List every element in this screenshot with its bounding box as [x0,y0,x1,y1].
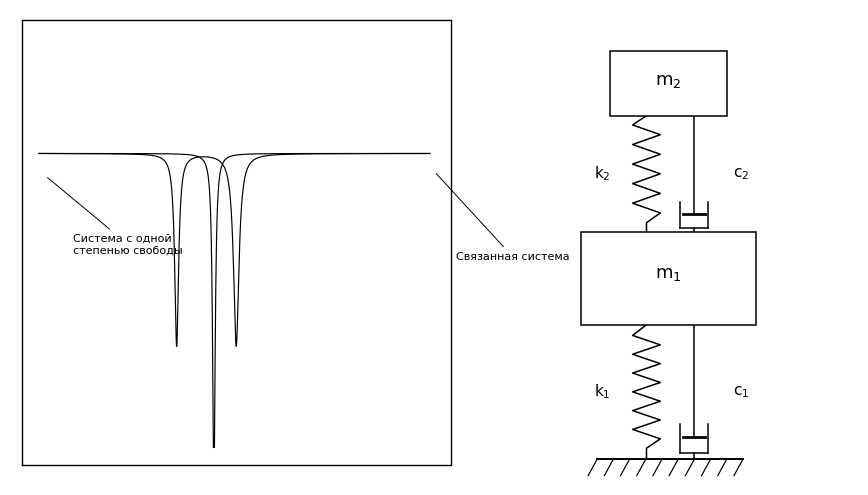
Text: $\mathregular{c_1}$: $\mathregular{c_1}$ [733,384,749,399]
Text: Система с одной
степенью свободы: Система с одной степенью свободы [48,178,183,255]
Bar [610,51,727,116]
Text: $\mathregular{c_2}$: $\mathregular{c_2}$ [733,166,749,182]
Text: $\mathregular{k_2}$: $\mathregular{k_2}$ [595,164,611,183]
Bar [581,232,756,325]
Text: $\mathregular{m_2}$: $\mathregular{m_2}$ [655,72,681,90]
Text: $\mathregular{m_1}$: $\mathregular{m_1}$ [655,265,681,283]
Text: $\mathregular{k_1}$: $\mathregular{k_1}$ [595,383,611,401]
Text: Связанная система: Связанная система [436,173,569,261]
